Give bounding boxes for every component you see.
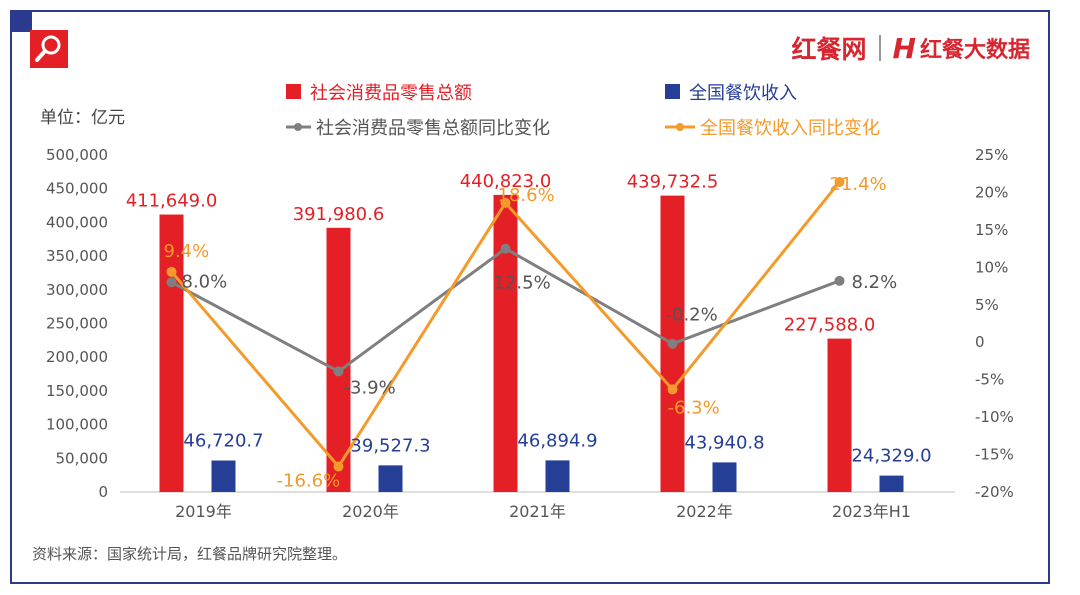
data-label-catering-yoy: -6.3% (668, 397, 720, 418)
data-label-catering: 24,329.0 (851, 446, 931, 467)
legend-swatch-retail (286, 84, 301, 99)
y-left-tick-label: 0 (98, 483, 108, 501)
brand-divider (878, 35, 881, 61)
y-left-tick-label: 250,000 (46, 315, 108, 333)
y-left-tick-label: 150,000 (46, 382, 108, 400)
legend-label-retail: 社会消费品零售总额 (310, 83, 472, 104)
y-left-tick-label: 50,000 (56, 449, 109, 467)
corner-accent (10, 10, 32, 32)
retail-yoy-point (667, 338, 678, 349)
legend-marker-retail-yoy (294, 123, 302, 131)
unit-label: 单位：亿元 (40, 108, 125, 128)
data-label-retail: 411,649.0 (126, 191, 218, 212)
y-left-tick-label: 500,000 (46, 146, 108, 164)
retail-yoy-point (834, 275, 845, 286)
data-label-catering: 46,894.9 (517, 430, 597, 451)
data-label-retail-yoy: 12.5% (494, 273, 551, 294)
data-label-retail-yoy: -3.9% (344, 377, 396, 398)
y-right-tick-label: -15% (975, 446, 1014, 464)
retail-yoy-point (333, 366, 344, 377)
y-right-tick-label: -10% (975, 408, 1014, 426)
source-note: 资料来源：国家统计局，红餐品牌研究院整理。 (32, 545, 348, 563)
data-label-catering: 46,720.7 (183, 431, 263, 452)
data-label-retail: 391,980.6 (293, 204, 385, 225)
data-label-catering-yoy: 18.6% (498, 185, 555, 206)
legend-swatch-catering (665, 84, 680, 99)
data-label-retail-yoy: -0.2% (666, 305, 718, 326)
brand-subname: 红餐大数据 (919, 38, 1030, 63)
y-right-tick-label: -20% (975, 483, 1014, 501)
bar-catering (712, 462, 737, 492)
data-label-catering-yoy: -16.6% (277, 471, 341, 492)
data-label-retail: 227,588.0 (784, 315, 876, 336)
bar-catering (211, 460, 236, 492)
data-label-retail: 440,823.0 (460, 171, 552, 192)
data-label-retail-yoy: 8.0% (182, 271, 228, 292)
catering-yoy-point (500, 197, 511, 208)
x-category-label: 2021年 (509, 502, 566, 521)
lines-layer (166, 176, 845, 472)
y-right-tick-label: 25% (975, 146, 1008, 164)
retail-yoy-point (500, 243, 511, 254)
data-label-retail: 439,732.5 (627, 172, 719, 193)
bar-retail (827, 338, 852, 492)
data-label-catering: 43,940.8 (684, 432, 764, 453)
y-left-tick-label: 300,000 (46, 281, 108, 299)
bar-catering (879, 475, 904, 492)
data-label-retail-yoy: 8.2% (852, 272, 898, 293)
x-category-label: 2020年 (342, 502, 399, 521)
legend-label-catering: 全国餐饮收入 (689, 83, 797, 104)
bar-catering (378, 465, 403, 492)
catering-yoy-point (834, 176, 845, 187)
y-left-tick-label: 400,000 (46, 213, 108, 231)
bar-retail (159, 214, 184, 492)
y-left-tick-label: 100,000 (46, 416, 108, 434)
y-left-tick-label: 200,000 (46, 348, 108, 366)
catering-yoy-point (166, 266, 177, 277)
y-right-tick-label: -5% (975, 371, 1004, 389)
axes-layer: 0 50,000 100,000 150,000 200,000 250,000 300,0… (46, 146, 1014, 521)
brand-name: 红餐网 (791, 35, 867, 64)
data-label-catering-yoy: 21.4% (830, 174, 887, 195)
legend-label-retail-yoy: 社会消费品零售总额同比变化 (316, 118, 550, 139)
catering-yoy-point (333, 461, 344, 472)
bar-retail (326, 227, 351, 493)
retail-yoy-point (166, 277, 177, 288)
x-category-label: 2022年 (676, 502, 733, 521)
y-right-tick-label: 10% (975, 258, 1008, 276)
legend-label-catering-yoy: 全国餐饮收入同比变化 (700, 118, 880, 139)
bar-catering (545, 460, 570, 492)
data-label-catering-yoy: 9.4% (164, 241, 210, 262)
legend-marker-catering-yoy (676, 123, 684, 131)
x-category-label: 2023年H1 (832, 502, 911, 521)
data-label-catering: 39,527.3 (350, 435, 430, 456)
y-right-tick-label: 5% (975, 296, 999, 314)
red-h-logo-icon: H (892, 31, 916, 65)
bar-retail (493, 194, 518, 492)
y-right-tick-label: 15% (975, 221, 1008, 239)
y-right-tick-label: 0 (975, 333, 985, 351)
brand-logo: 红餐网 H 红餐大数据 (792, 30, 1030, 66)
y-left-tick-label: 450,000 (46, 180, 108, 198)
x-category-label: 2019年 (175, 502, 232, 521)
y-right-tick-label: 20% (975, 183, 1008, 201)
data-labels-layer: 411,649.0 391,980.6 440,823.0 439,732.5 227,… (126, 171, 932, 492)
y-left-tick-label: 350,000 (46, 247, 108, 265)
catering-yoy-point (667, 384, 678, 395)
magnifier-icon (30, 30, 68, 72)
